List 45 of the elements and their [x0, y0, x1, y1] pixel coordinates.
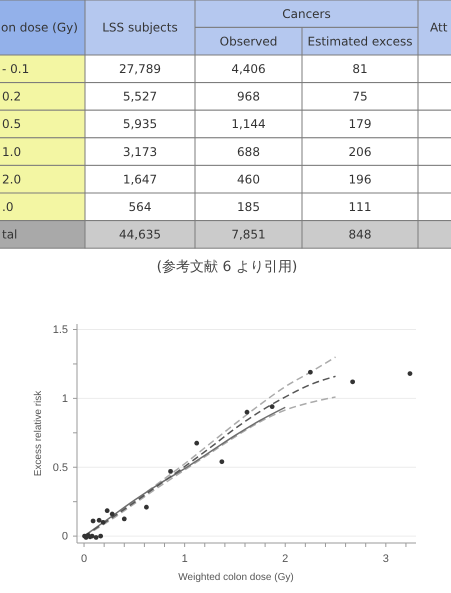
y-tick-label: 0	[62, 530, 68, 543]
category-label: 1.0	[2, 144, 22, 159]
x-tick-label: 2	[282, 553, 288, 566]
category-label: .0	[2, 200, 14, 214]
data-label: 688	[237, 144, 260, 159]
data-label: 206	[348, 144, 372, 159]
data-label: 1,144	[231, 117, 266, 132]
data-label: 7,851	[231, 228, 266, 242]
data-label: 27,789	[119, 62, 161, 76]
data-label: 460	[237, 172, 260, 186]
series-label: Estimated excess	[308, 34, 412, 48]
x-axis-title: Weighted colon dose (Gy)	[178, 572, 294, 583]
category-label: 0.5	[2, 117, 22, 132]
data-label: 196	[348, 172, 372, 186]
y-tick-label: 0.5	[52, 462, 68, 474]
y-axis-title: Excess relative risk	[33, 390, 44, 476]
series-label: LSS subjects	[102, 20, 178, 35]
data-label: 968	[237, 90, 260, 104]
category-label: 0.2	[2, 90, 22, 104]
text: Att	[430, 20, 448, 35]
legend-title: Cancers	[282, 6, 331, 21]
y-tick-label: 1	[62, 392, 68, 405]
data-label: 3,173	[122, 144, 158, 159]
data-label: 564	[128, 200, 152, 214]
data-label: 4,406	[231, 62, 266, 76]
x-tick-label: 3	[382, 553, 389, 566]
data-label: 5,935	[122, 117, 158, 132]
series-label: Observed	[220, 34, 278, 48]
category-label: 2.0	[2, 172, 22, 186]
text: (参考文献 6 より引用)	[156, 259, 298, 276]
y-tick-label: 1.5	[52, 324, 68, 336]
x-tick-label: 0	[80, 553, 88, 566]
data-label: 848	[348, 228, 372, 242]
data-label: 179	[348, 117, 372, 132]
data-label: 5,527	[122, 90, 158, 104]
data-label: 81	[352, 62, 368, 76]
x-tick-label: 1	[182, 553, 188, 566]
category-label: tal	[2, 228, 18, 242]
data-label: 75	[352, 90, 368, 104]
data-label: 185	[237, 200, 260, 214]
data-label: 44,635	[119, 228, 161, 242]
data-label: 1,647	[122, 172, 158, 186]
data-label: 111	[348, 200, 372, 214]
text: on dose (Gy)	[1, 20, 78, 35]
category-label: - 0.1	[2, 62, 30, 76]
